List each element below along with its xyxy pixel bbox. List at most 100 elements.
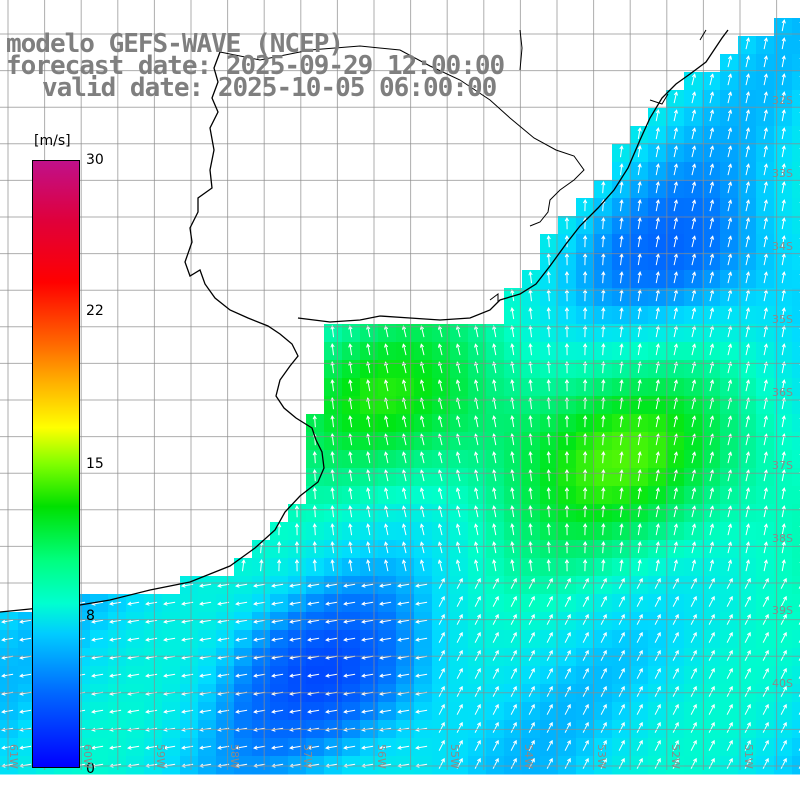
wind-arrow xyxy=(745,37,750,50)
wind-arrow xyxy=(325,583,338,588)
wind-arrow xyxy=(654,667,661,679)
wind-arrow xyxy=(636,703,643,715)
wind-arrow xyxy=(691,469,697,482)
wind-arrow xyxy=(289,709,302,714)
wind-arrow xyxy=(564,739,571,751)
wind-arrow xyxy=(582,685,589,697)
wind-arrow xyxy=(307,673,320,678)
wind-arrow xyxy=(492,577,499,589)
wind-arrow xyxy=(330,378,335,392)
wind-arrow xyxy=(253,709,266,714)
wind-arrow xyxy=(781,541,786,554)
wind-arrow xyxy=(271,619,284,624)
wind-arrow xyxy=(401,505,407,518)
wind-arrow xyxy=(474,379,479,392)
wind-arrow xyxy=(673,109,678,122)
wind-arrow xyxy=(438,757,445,769)
wind-arrow xyxy=(401,541,407,554)
wind-arrow xyxy=(492,469,497,482)
wind-arrow xyxy=(419,361,425,374)
wind-arrow xyxy=(348,559,353,572)
wind-arrow xyxy=(709,505,715,518)
wind-arrow xyxy=(348,325,353,338)
wind-speed-cell xyxy=(792,234,800,253)
wind-arrow xyxy=(528,324,533,338)
wind-arrow xyxy=(437,325,443,338)
wind-arrow xyxy=(564,306,570,320)
wind-speed-cell xyxy=(792,576,800,595)
wind-arrow xyxy=(235,619,248,624)
wind-arrow xyxy=(127,637,140,642)
wind-arrow xyxy=(492,325,497,338)
wind-arrow xyxy=(762,721,769,733)
wind-arrow xyxy=(654,757,661,769)
wind-speed-cell xyxy=(792,144,800,163)
wind-arrow xyxy=(781,415,786,428)
wind-arrow xyxy=(271,637,284,642)
colorbar-unit: [m/s] xyxy=(34,133,71,149)
wind-arrow xyxy=(601,378,606,392)
wind-arrow xyxy=(619,469,624,482)
wind-arrow xyxy=(600,667,607,679)
wind-arrow xyxy=(655,451,660,464)
wind-arrow xyxy=(654,739,661,751)
wind-arrow xyxy=(397,745,410,750)
wind-arrow xyxy=(745,325,750,338)
wind-arrow xyxy=(673,379,678,392)
wind-arrow xyxy=(145,637,158,642)
wind-arrow xyxy=(419,541,425,554)
wind-arrow xyxy=(744,721,751,733)
wind-arrow xyxy=(401,343,407,356)
wind-arrow xyxy=(419,343,425,356)
wind-arrow xyxy=(727,271,733,284)
wind-arrow xyxy=(397,709,410,714)
wind-arrow xyxy=(763,73,768,86)
wind-arrow xyxy=(361,619,374,624)
lat-label-37s: 37S xyxy=(772,459,793,472)
wind-arrow xyxy=(348,379,353,392)
wind-arrow xyxy=(600,757,607,769)
wind-arrow xyxy=(708,631,715,643)
wind-arrow xyxy=(510,577,517,589)
wind-arrow xyxy=(745,253,750,266)
lat-label-34s: 34S xyxy=(772,240,793,253)
wind-arrow xyxy=(289,745,302,750)
wind-arrow xyxy=(366,559,371,572)
coastline xyxy=(0,51,325,613)
wind-arrow xyxy=(235,601,248,606)
wind-arrow xyxy=(655,235,660,248)
wind-arrow xyxy=(582,595,589,607)
wind-arrow xyxy=(745,487,750,500)
wind-arrow xyxy=(510,343,515,356)
wind-arrow xyxy=(709,451,715,464)
wind-arrow xyxy=(601,468,606,482)
wind-arrow xyxy=(163,709,176,714)
wind-arrow xyxy=(673,469,678,482)
wind-arrow xyxy=(474,559,479,572)
wind-arrow xyxy=(366,505,371,518)
wind-arrow xyxy=(745,505,750,518)
wind-arrow xyxy=(109,637,122,642)
lon-label-56w: 56W xyxy=(375,744,388,769)
wind-arrow xyxy=(343,709,356,714)
wind-arrow xyxy=(384,451,389,464)
wind-arrow xyxy=(690,631,697,643)
wind-arrow xyxy=(709,307,715,320)
wind-arrow xyxy=(564,324,570,338)
wind-arrow xyxy=(691,325,697,338)
wind-arrow xyxy=(546,342,551,356)
wind-arrow xyxy=(199,601,212,606)
wind-arrow xyxy=(235,583,248,588)
colorbar-tick-22: 22 xyxy=(86,303,104,319)
wind-arrow xyxy=(415,619,428,624)
wind-arrow xyxy=(709,163,715,176)
wind-arrow xyxy=(691,271,697,284)
wind-arrow xyxy=(637,325,642,338)
wind-arrow xyxy=(492,685,499,697)
wind-speed-cell xyxy=(792,306,800,325)
wind-arrow xyxy=(582,721,589,733)
wind-arrow xyxy=(109,745,122,750)
wind-arrow xyxy=(709,541,715,554)
wind-arrow xyxy=(415,673,428,678)
wind-arrow xyxy=(235,745,248,750)
